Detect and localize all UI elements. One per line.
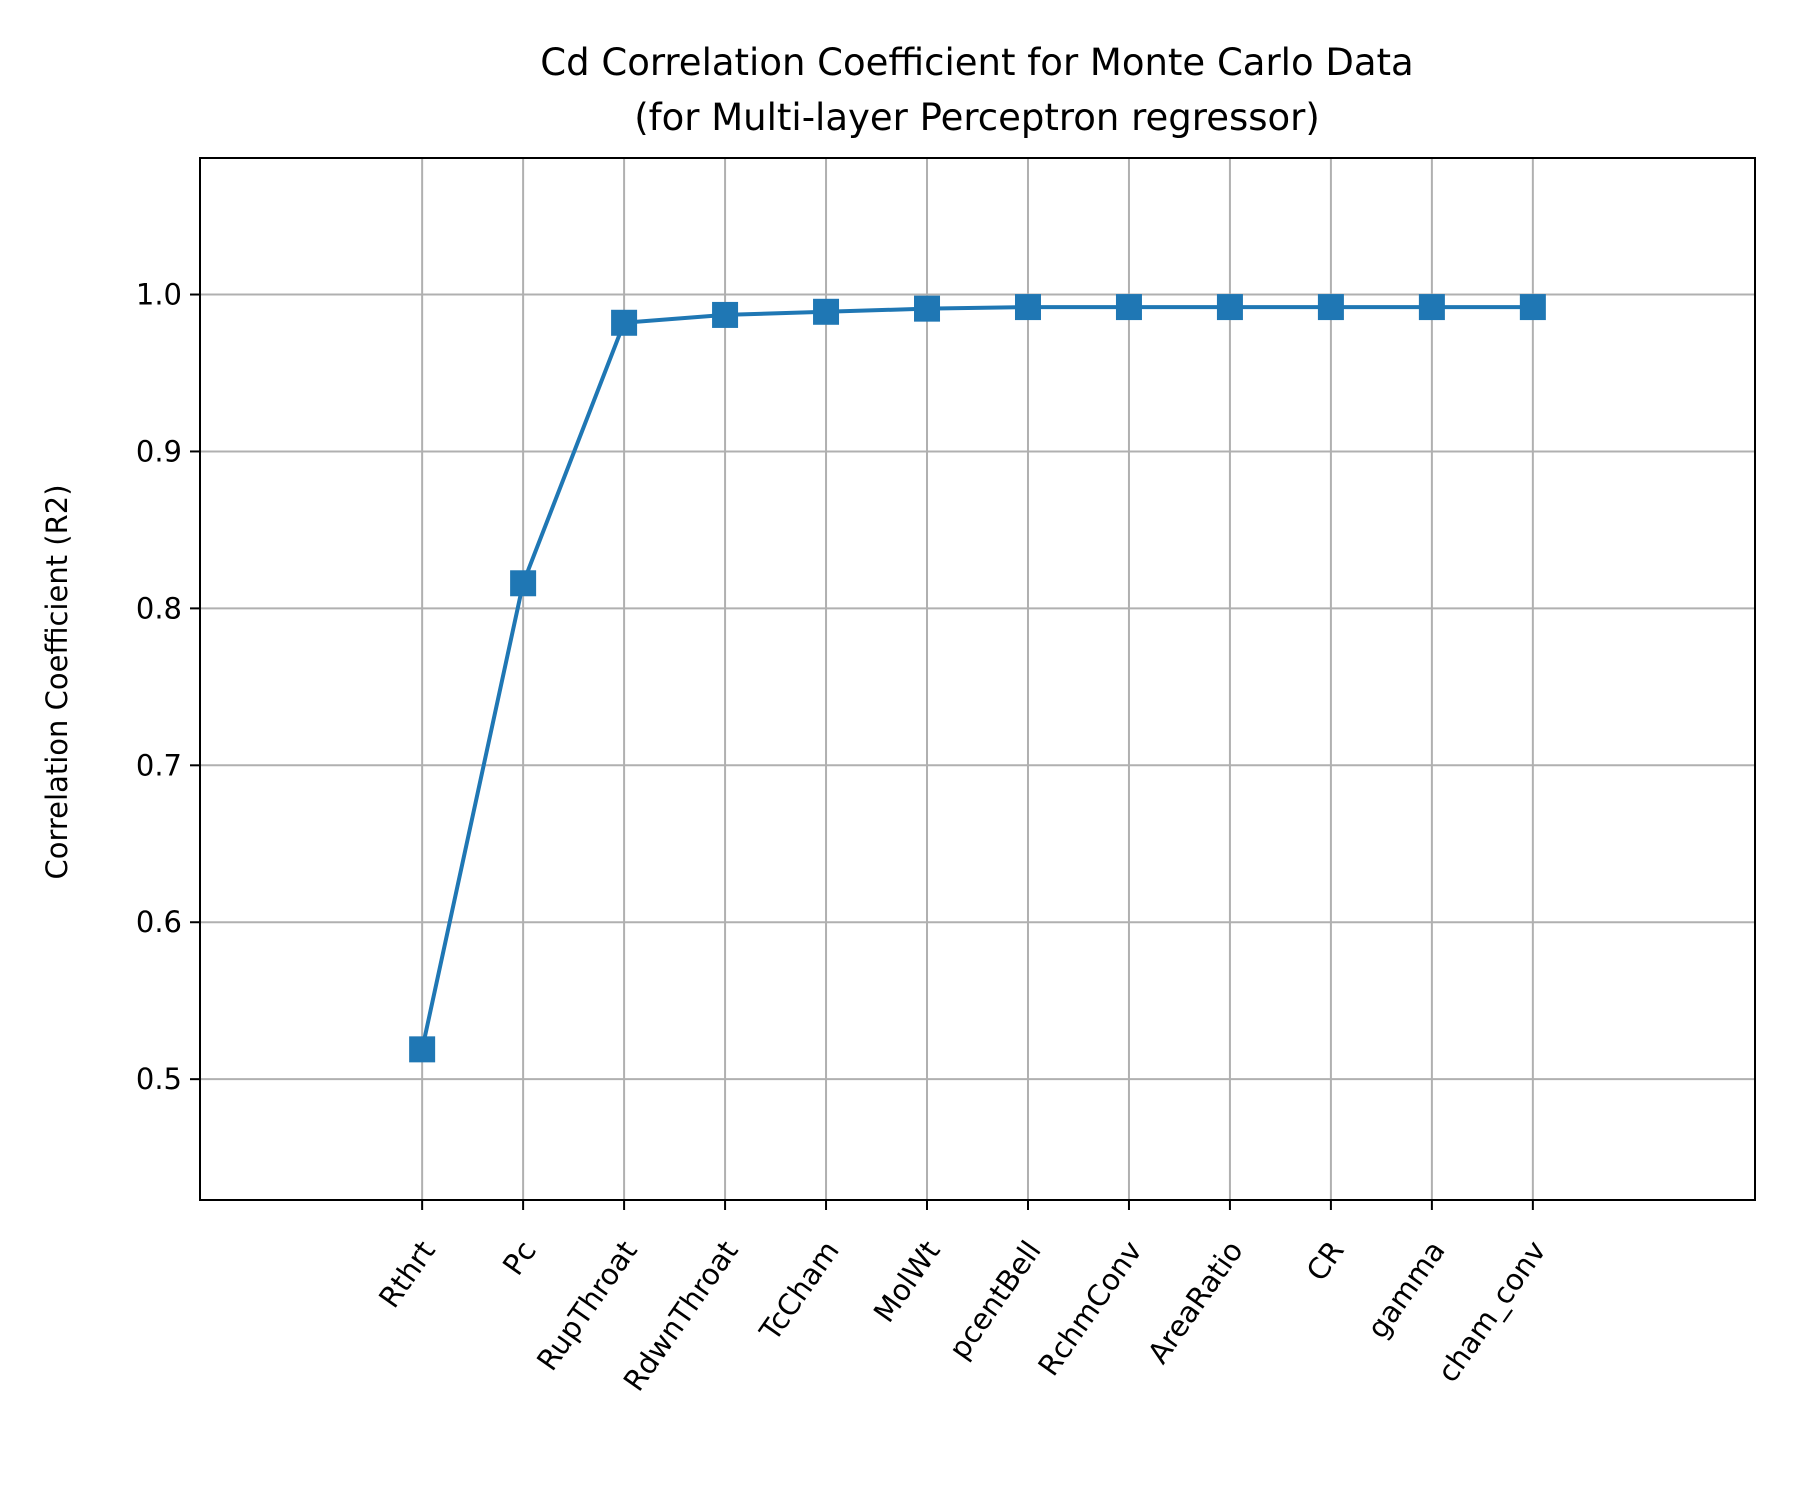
x-tick-label: AreaRatio xyxy=(1141,1235,1250,1370)
data-point-marker xyxy=(712,301,739,328)
grid-layer xyxy=(200,158,1755,1200)
x-tick-label: CR xyxy=(1300,1235,1351,1288)
data-point-marker xyxy=(1317,294,1344,321)
data-point-marker xyxy=(1216,294,1243,321)
data-point-marker xyxy=(611,309,638,336)
x-tick-label: Pc xyxy=(496,1235,543,1282)
y-tick-label: 0.5 xyxy=(136,1062,182,1096)
data-point-marker xyxy=(813,298,840,325)
chart-title: Cd Correlation Coefficient for Monte Car… xyxy=(540,41,1413,84)
x-tick-label: RupThroat xyxy=(530,1235,644,1377)
y-tick-label: 1.0 xyxy=(136,278,182,312)
x-tick-label: RchmConv xyxy=(1031,1235,1148,1383)
x-tick-label: TcCham xyxy=(752,1235,845,1348)
data-point-marker xyxy=(1418,294,1445,321)
data-point-marker xyxy=(1014,294,1041,321)
data-point-marker xyxy=(1115,294,1142,321)
y-tick-label: 0.8 xyxy=(136,591,182,625)
data-point-marker xyxy=(1519,294,1546,321)
series-layer xyxy=(409,294,1546,1063)
x-tick-label: Rthrt xyxy=(372,1235,442,1314)
y-tick-label: 0.6 xyxy=(136,905,182,939)
series-line xyxy=(420,305,1533,1050)
data-point-marker xyxy=(510,570,537,597)
x-tick-label: pcentBell xyxy=(942,1235,1048,1366)
axes-layer xyxy=(190,157,1756,1210)
y-axis-label: Correlation Coefficient (R2) xyxy=(40,484,74,879)
x-tick-label: MolWt xyxy=(867,1235,947,1329)
chart-subtitle: (for Multi-layer Perceptron regressor) xyxy=(634,96,1320,139)
data-point-marker xyxy=(409,1036,436,1063)
y-tick-label: 0.7 xyxy=(136,748,182,782)
y-tick-label: 0.9 xyxy=(136,434,182,468)
x-tick-label: gamma xyxy=(1360,1235,1451,1345)
plot-frame xyxy=(199,157,1756,1201)
data-point-marker xyxy=(914,295,941,322)
